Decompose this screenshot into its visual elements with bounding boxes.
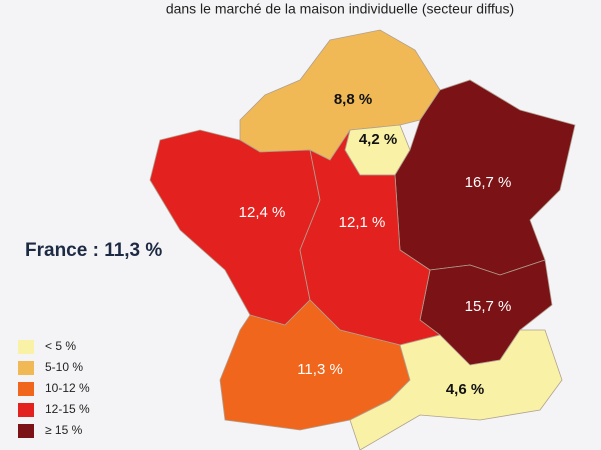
legend-label: 12-15 % (45, 402, 90, 416)
region-label: 16,7 % (465, 174, 512, 191)
subtitle: dans le marché de la maison individuelle… (166, 1, 514, 17)
region-label: 15,7 % (465, 298, 512, 315)
legend-swatch (18, 424, 34, 438)
region-label: 11,3 % (297, 361, 343, 378)
legend-swatch (18, 403, 34, 417)
region (299, 129, 441, 346)
region-label: 4,2 % (359, 131, 397, 148)
legend-swatch (18, 361, 34, 375)
legend-label: 10-12 % (45, 381, 90, 395)
france-label: France : 11,3 % (25, 240, 162, 261)
legend-label: 5-10 % (45, 360, 83, 374)
region-label: 12,1 % (339, 214, 386, 231)
region-label: 8,8 % (334, 91, 372, 108)
region-label: 4,6 % (446, 381, 484, 398)
region-label: 12,4 % (239, 204, 286, 221)
legend-swatch (18, 340, 34, 354)
legend-swatch (18, 382, 34, 396)
region (349, 329, 563, 450)
legend-label: < 5 % (45, 339, 76, 353)
legend-label: ≥ 15 % (45, 423, 83, 437)
